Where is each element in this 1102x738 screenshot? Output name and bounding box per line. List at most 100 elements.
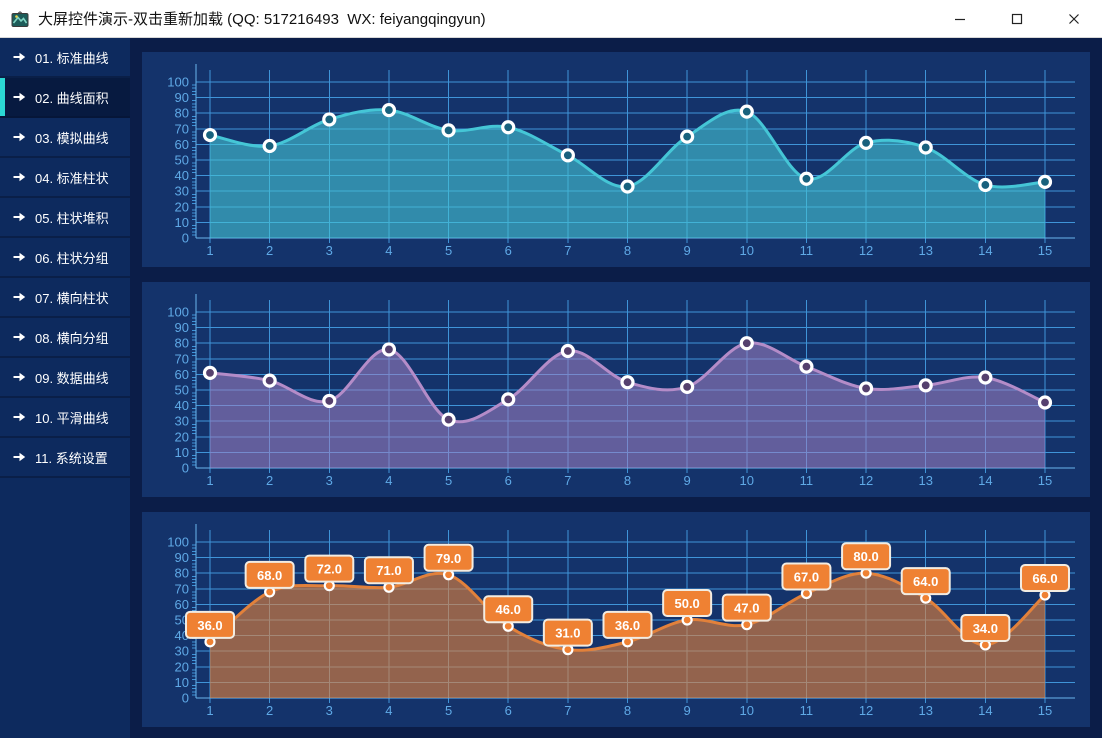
data-point-marker[interactable] bbox=[501, 392, 516, 407]
minimize-button[interactable] bbox=[931, 0, 988, 37]
data-point-marker[interactable] bbox=[799, 359, 814, 374]
value-badge: 31.0 bbox=[542, 618, 593, 647]
sidebar-item-label: 09. 数据曲线 bbox=[35, 370, 109, 386]
data-point-marker[interactable] bbox=[918, 378, 933, 393]
data-point-marker[interactable] bbox=[381, 102, 397, 118]
area-fill bbox=[210, 342, 1046, 468]
sidebar-item-11[interactable]: 11. 系统设置 bbox=[0, 438, 130, 478]
data-point-marker[interactable] bbox=[739, 336, 754, 351]
data-point-marker[interactable] bbox=[858, 135, 874, 150]
arrow-right-icon bbox=[13, 372, 26, 382]
x-tick-label: 11 bbox=[800, 703, 814, 718]
sidebar-item-label: 05. 柱状堆积 bbox=[35, 210, 109, 226]
sidebar-item-01[interactable]: 01. 标准曲线 bbox=[0, 38, 130, 78]
sidebar-item-10[interactable]: 10. 平滑曲线 bbox=[0, 398, 130, 438]
x-tick-label: 1 bbox=[206, 703, 213, 718]
y-tick-label: 20 bbox=[175, 429, 189, 444]
value-badge: 68.0 bbox=[244, 560, 295, 589]
sidebar-item-08[interactable]: 08. 横向分组 bbox=[0, 318, 130, 358]
y-tick-label: 0 bbox=[182, 691, 189, 706]
value-badge-text: 79.0 bbox=[436, 551, 461, 566]
data-point-marker[interactable] bbox=[680, 379, 695, 394]
y-tick-label: 100 bbox=[167, 535, 189, 550]
x-tick-label: 8 bbox=[624, 243, 631, 258]
arrow-right-icon bbox=[13, 52, 26, 62]
sidebar-item-02[interactable]: 02. 曲线面积 bbox=[0, 78, 130, 118]
data-point-marker[interactable] bbox=[501, 120, 516, 135]
y-tick-label: 100 bbox=[167, 305, 189, 320]
value-badge-text: 67.0 bbox=[794, 569, 819, 584]
data-point-marker[interactable] bbox=[620, 179, 635, 194]
x-tick-label: 15 bbox=[1038, 703, 1052, 718]
data-point-marker[interactable] bbox=[858, 381, 874, 396]
maximize-button[interactable] bbox=[988, 0, 1045, 37]
sidebar-item-label: 01. 标准曲线 bbox=[35, 50, 109, 66]
data-point-marker[interactable] bbox=[680, 129, 695, 144]
data-point-marker[interactable] bbox=[1037, 395, 1053, 410]
data-point-marker[interactable] bbox=[262, 373, 277, 388]
value-badge-text: 71.0 bbox=[376, 563, 401, 578]
x-tick-label: 12 bbox=[859, 243, 873, 258]
data-point-marker[interactable] bbox=[441, 412, 456, 427]
data-point-marker[interactable] bbox=[918, 140, 933, 155]
value-badge-text: 64.0 bbox=[913, 574, 938, 589]
x-tick-label: 8 bbox=[624, 473, 631, 488]
data-point-marker[interactable] bbox=[441, 123, 456, 138]
data-point-marker[interactable] bbox=[1037, 174, 1053, 189]
chart-panel-1: 0 10 20 30 40 50 60 70 80 90 100 1 2 3 4 5 6 7 8 9 10 11 12 13 1… bbox=[142, 52, 1090, 267]
y-tick-label: 20 bbox=[175, 659, 189, 674]
x-tick-label: 11 bbox=[800, 243, 814, 258]
sidebar-item-09[interactable]: 09. 数据曲线 bbox=[0, 358, 130, 398]
y-tick-label: 60 bbox=[175, 597, 189, 612]
chart-panel-2: 0 10 20 30 40 50 60 70 80 90 100 1 2 3 4 5 6 7 8 9 10 11 12 13 1… bbox=[142, 282, 1090, 497]
sidebar-item-label: 07. 横向柱状 bbox=[35, 290, 109, 306]
value-badge: 71.0 bbox=[363, 556, 414, 585]
close-icon bbox=[1068, 13, 1079, 24]
sidebar-item-label: 11. 系统设置 bbox=[35, 450, 108, 466]
y-tick-label: 50 bbox=[175, 153, 189, 168]
window-title: 大屏控件演示-双击重新加载 (QQ: 517216493 WX: feiyang… bbox=[38, 11, 486, 28]
data-point-marker[interactable] bbox=[799, 171, 814, 186]
value-badge: 50.0 bbox=[662, 589, 713, 617]
data-point-marker[interactable] bbox=[202, 365, 218, 380]
sidebar-item-04[interactable]: 04. 标准柱状 bbox=[0, 158, 130, 198]
sidebar-item-06[interactable]: 06. 柱状分组 bbox=[0, 238, 130, 278]
sidebar-item-label: 02. 曲线面积 bbox=[35, 90, 109, 106]
sidebar-item-05[interactable]: 05. 柱状堆积 bbox=[0, 198, 130, 238]
data-point-marker[interactable] bbox=[978, 370, 993, 385]
data-point-marker[interactable] bbox=[262, 138, 277, 154]
data-point-marker[interactable] bbox=[620, 375, 635, 390]
sidebar-item-07[interactable]: 07. 横向柱状 bbox=[0, 278, 130, 318]
value-badge: 79.0 bbox=[423, 543, 474, 572]
x-tick-label: 3 bbox=[326, 473, 333, 488]
data-point-marker[interactable] bbox=[202, 127, 218, 143]
data-point-marker[interactable] bbox=[560, 148, 575, 163]
value-badge: 80.0 bbox=[841, 542, 892, 571]
series-line bbox=[209, 341, 1046, 424]
data-point-marker[interactable] bbox=[739, 104, 754, 119]
arrow-right-icon bbox=[13, 332, 26, 342]
x-tick-label: 5 bbox=[445, 703, 452, 718]
y-tick-label: 60 bbox=[175, 367, 189, 382]
x-tick-label: 14 bbox=[978, 243, 992, 258]
area-fill bbox=[210, 573, 1046, 698]
y-tick-label: 100 bbox=[167, 75, 189, 90]
y-tick-label: 70 bbox=[175, 121, 189, 136]
value-badge-text: 36.0 bbox=[197, 618, 222, 633]
close-button[interactable] bbox=[1045, 0, 1102, 37]
arrow-right-icon bbox=[13, 452, 26, 462]
data-point-marker[interactable] bbox=[978, 177, 993, 193]
data-point-marker[interactable] bbox=[322, 112, 337, 127]
value-badge-text: 34.0 bbox=[973, 621, 998, 636]
x-tick-label: 13 bbox=[918, 243, 932, 258]
data-point-marker[interactable] bbox=[560, 343, 575, 359]
data-point-marker[interactable] bbox=[322, 393, 337, 409]
x-tick-label: 14 bbox=[978, 473, 992, 488]
data-point-marker[interactable] bbox=[381, 342, 397, 357]
sidebar-item-03[interactable]: 03. 模拟曲线 bbox=[0, 118, 130, 158]
value-badge-text: 36.0 bbox=[615, 618, 640, 633]
x-tick-label: 1 bbox=[206, 243, 213, 258]
